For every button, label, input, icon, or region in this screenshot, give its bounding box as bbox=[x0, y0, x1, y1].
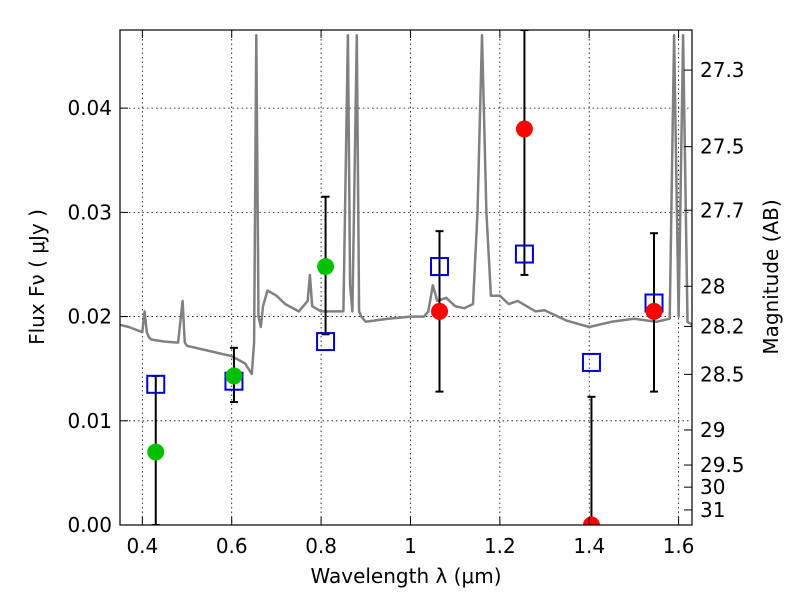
model-flux-square-marker bbox=[316, 332, 336, 352]
y-tick-label: 0.02 bbox=[67, 305, 112, 329]
plot-frame bbox=[119, 29, 693, 526]
model-flux-square-marker bbox=[581, 352, 601, 372]
y2-tick-label: 28 bbox=[700, 274, 725, 298]
model-flux-square-marker bbox=[430, 257, 450, 277]
observed-flux-green-marker bbox=[147, 443, 165, 461]
y-tick-label: 0.01 bbox=[67, 409, 112, 433]
observed-flux-green-marker bbox=[317, 258, 335, 276]
model-flux-square-marker bbox=[514, 244, 534, 264]
y2-tick-label: 31 bbox=[700, 498, 725, 522]
x-tick-label: 0.8 bbox=[305, 534, 337, 558]
x-tick-label: 0.6 bbox=[216, 534, 248, 558]
y2-tick-label: 27.5 bbox=[700, 135, 745, 159]
y2-tick-label: 29 bbox=[700, 418, 725, 442]
template-spectrum-line bbox=[120, 33, 692, 376]
x-tick-label: 1 bbox=[404, 534, 417, 558]
y-axis-title: Flux Fν ( μJy ) bbox=[25, 209, 49, 345]
x-axis-title: Wavelength λ (μm) bbox=[310, 564, 501, 588]
data-layer bbox=[120, 30, 692, 525]
x-tick-label: 0.4 bbox=[126, 534, 158, 558]
y2-tick-label: 27.3 bbox=[700, 58, 745, 82]
x-tick-label: 1.4 bbox=[573, 534, 605, 558]
y2-tick-label: 30 bbox=[700, 475, 725, 499]
y-tick-label: 0.00 bbox=[67, 513, 112, 537]
y-tick-label: 0.03 bbox=[67, 200, 112, 224]
observed-flux-red-marker bbox=[582, 516, 600, 525]
tick-labels: 0.4 0.6 0.8 1 1.2 1.4 1.6 0.00 0.01 0.02 0.03 0.04 2… bbox=[67, 58, 744, 558]
model-flux-square-marker bbox=[146, 374, 166, 394]
grid-lines bbox=[120, 30, 692, 526]
ticks bbox=[120, 30, 692, 526]
x-tick-label: 1.6 bbox=[663, 534, 695, 558]
observed-flux-red-marker bbox=[515, 120, 533, 138]
observed-flux-green-marker bbox=[225, 367, 243, 385]
y2-axis-title: Magnitude (AB) bbox=[759, 199, 783, 354]
x-tick-label: 1.2 bbox=[484, 534, 516, 558]
y2-tick-label: 28.2 bbox=[700, 314, 745, 338]
y-tick-label: 0.04 bbox=[67, 96, 112, 120]
observed-flux-red-marker bbox=[645, 302, 663, 320]
y2-tick-label: 28.5 bbox=[700, 362, 745, 386]
observed-flux-red-marker bbox=[431, 302, 449, 320]
y2-tick-label: 29.5 bbox=[700, 453, 745, 477]
y2-tick-label: 27.7 bbox=[700, 198, 745, 222]
